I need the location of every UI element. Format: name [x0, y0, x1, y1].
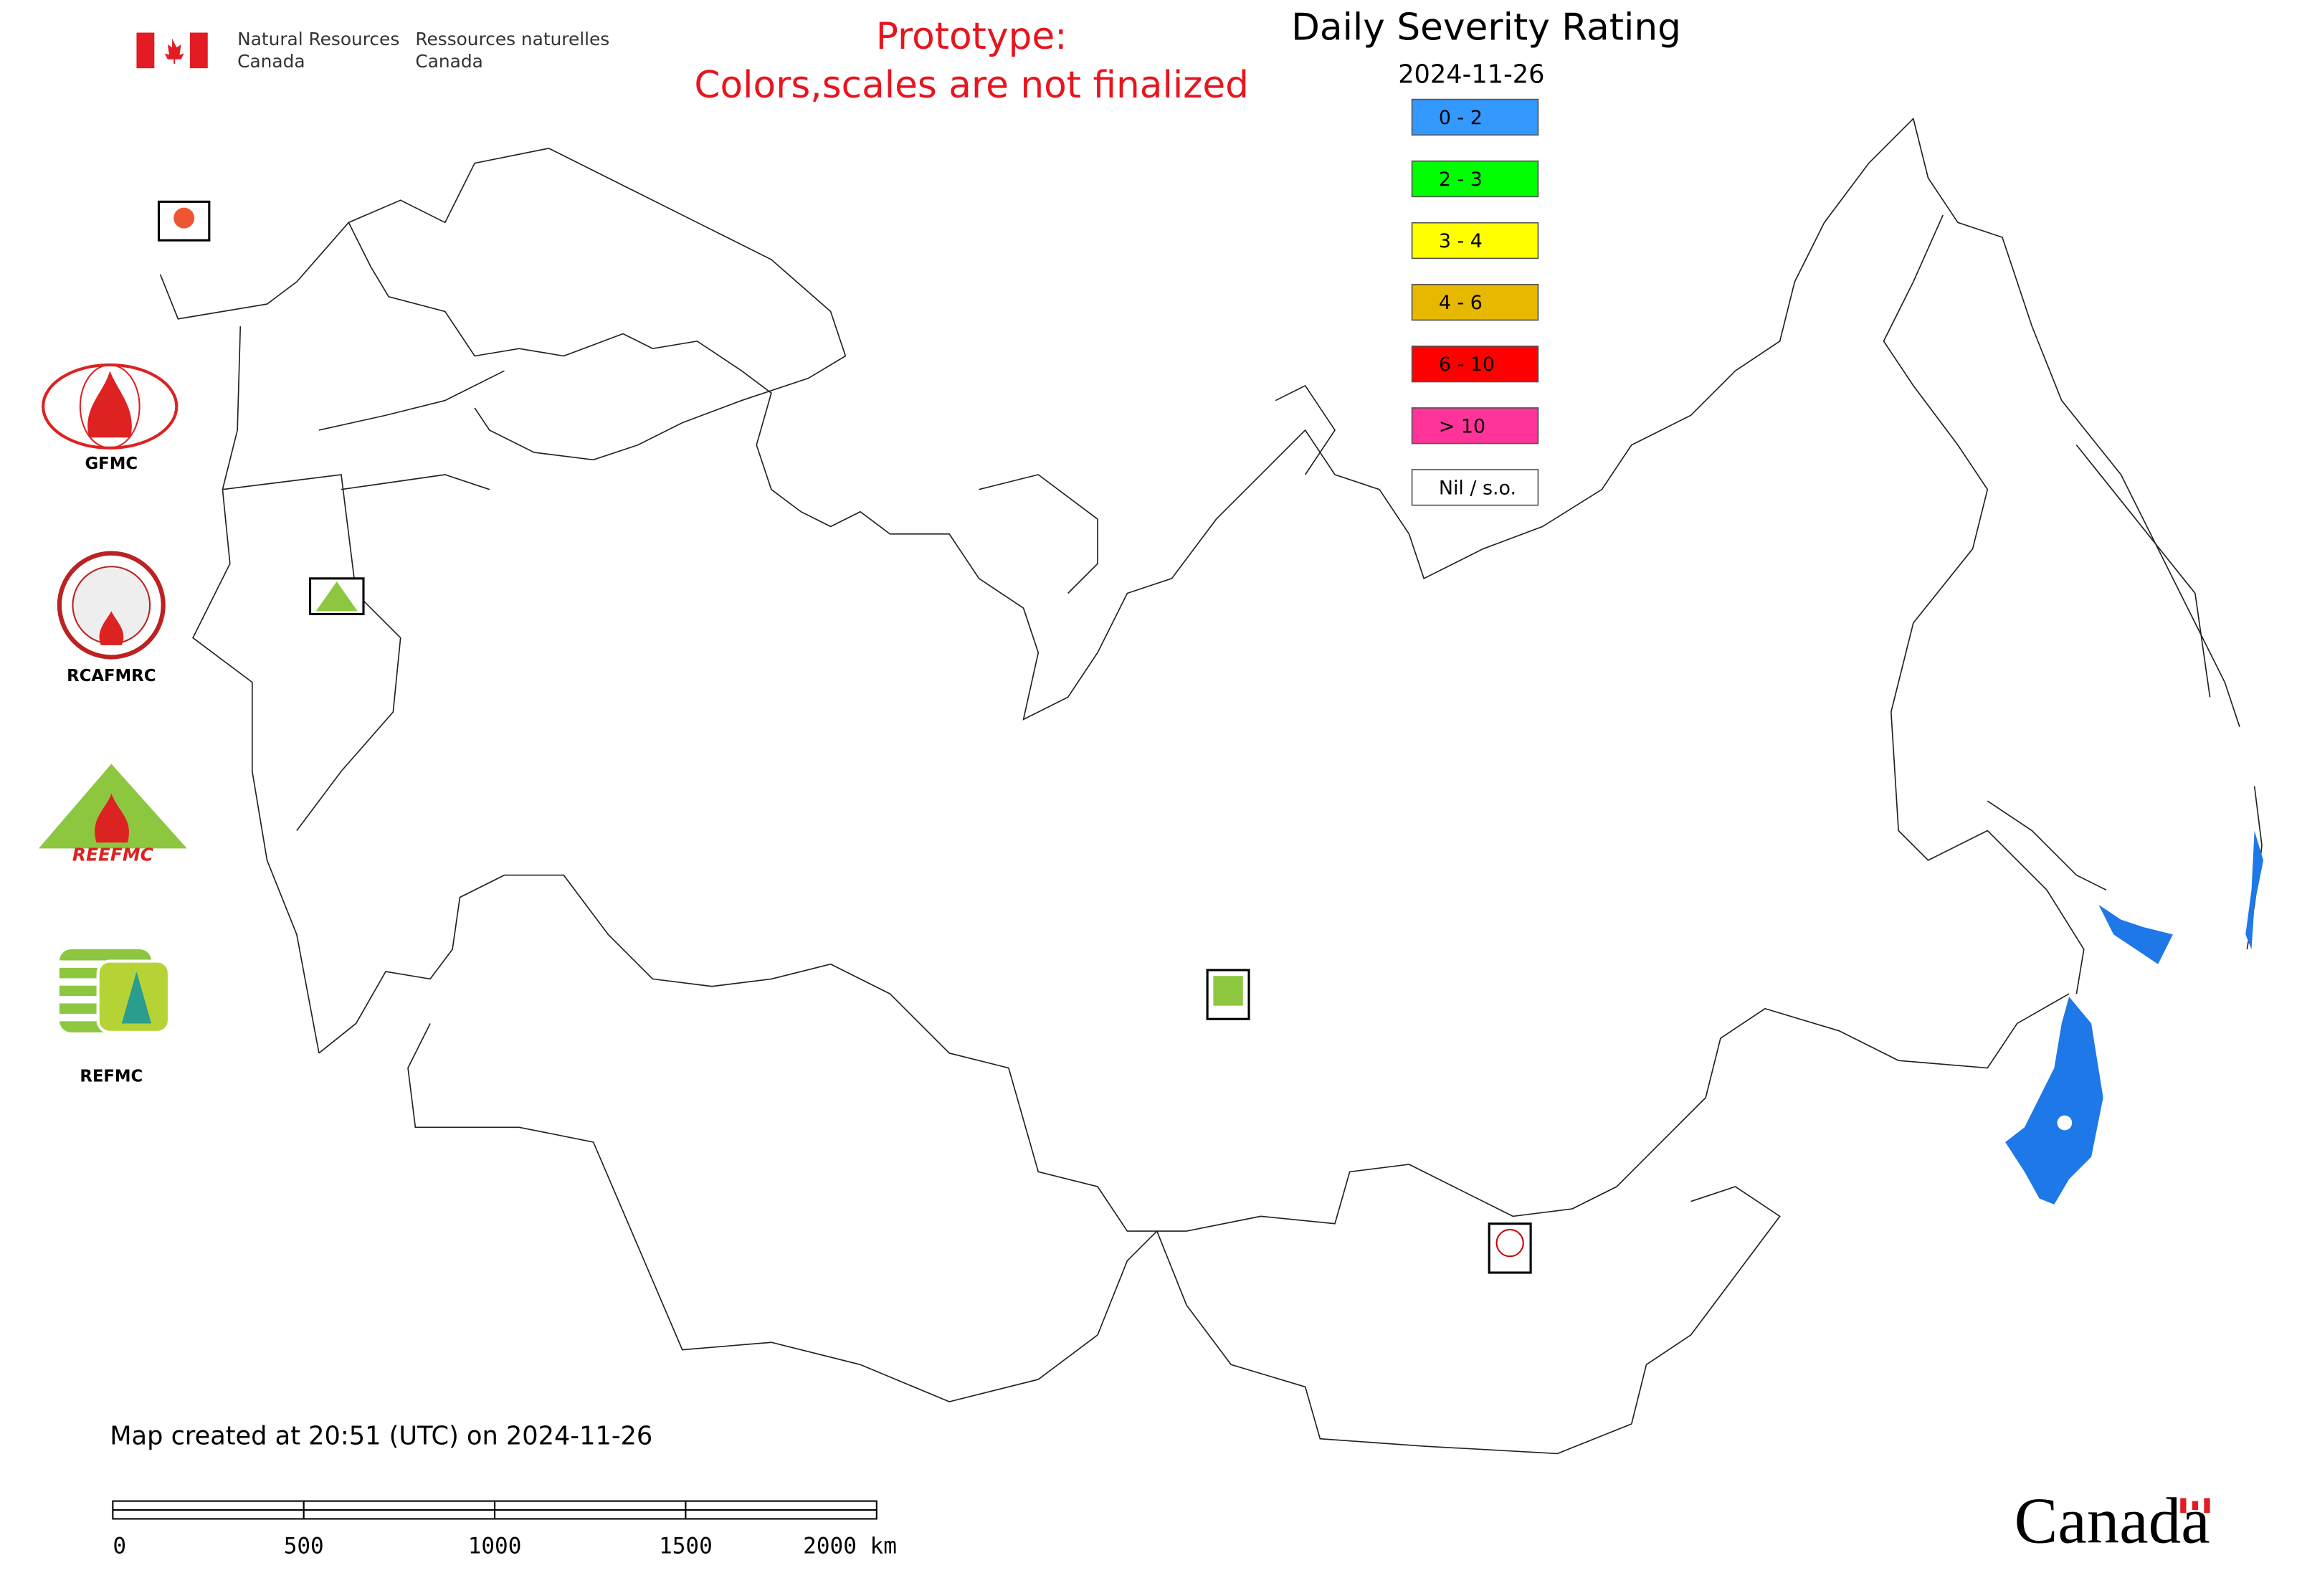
date: 2024-11-26 — [1398, 60, 1544, 90]
wordmark: Canada — [2015, 1485, 2210, 1557]
legend-swatch — [1411, 283, 1539, 321]
logo-label: GFMC — [85, 455, 138, 473]
legend-label: > 10 — [1439, 415, 1485, 437]
legend-label: Nil / s.o. — [1439, 477, 1516, 499]
legend-label: 6 - 10 — [1439, 353, 1495, 376]
wordmark-flag — [2180, 1498, 2210, 1514]
fire-region — [2005, 830, 2264, 1205]
scale-label: 2000 km — [803, 1534, 897, 1559]
legend-swatch — [1411, 346, 1539, 383]
legend-label: 4 - 6 — [1439, 292, 1483, 314]
logo-rcafmrc — [57, 551, 166, 660]
logo-gfmc — [42, 363, 179, 450]
map-outlines — [159, 117, 2263, 1455]
scale-label: 500 — [284, 1534, 324, 1559]
legend-swatch — [1411, 160, 1539, 198]
map-logo — [157, 200, 1532, 1274]
logo-reefmc — [38, 764, 187, 849]
dept-fr: Ressources naturelles — [415, 29, 609, 49]
legend-label: 0 - 2 — [1439, 107, 1483, 129]
logo-refmc — [59, 949, 171, 1034]
dept-en: Natural Resources — [237, 29, 399, 49]
legend-swatch — [1411, 98, 1539, 136]
legend-label: 2 - 3 — [1439, 168, 1483, 191]
footer: Map created at 20:51 (UTC) on 2024-11-26 — [110, 1422, 652, 1451]
legend-swatch — [1411, 222, 1539, 260]
notice: Colors,scales are not finalized — [694, 64, 1249, 107]
title: Daily Severity Rating — [1291, 6, 1681, 49]
logo-label: REFMC — [80, 1067, 143, 1086]
canada-flag — [136, 32, 208, 69]
legend: 0 - 2 2 - 3 3 - 4 4 - 6 6 - 10 > 10 Nil / s.o. — [1411, 98, 1539, 506]
scale-label: 0 — [113, 1534, 126, 1559]
dept-fr: Canada — [415, 51, 482, 72]
legend-swatch — [1411, 407, 1539, 445]
scale-label: 1000 — [468, 1534, 522, 1559]
logo-label: REEFMC — [72, 845, 153, 865]
logo-label: RCAFMRC — [67, 667, 156, 685]
legend-swatch — [1411, 469, 1539, 506]
legend-label: 3 - 4 — [1439, 230, 1483, 252]
scale-bar: 0 500 1000 1500 2000 km — [112, 1500, 897, 1559]
notice: Prototype: — [876, 15, 1067, 58]
scale-label: 1500 — [659, 1534, 713, 1559]
dept-en: Canada — [237, 51, 305, 72]
